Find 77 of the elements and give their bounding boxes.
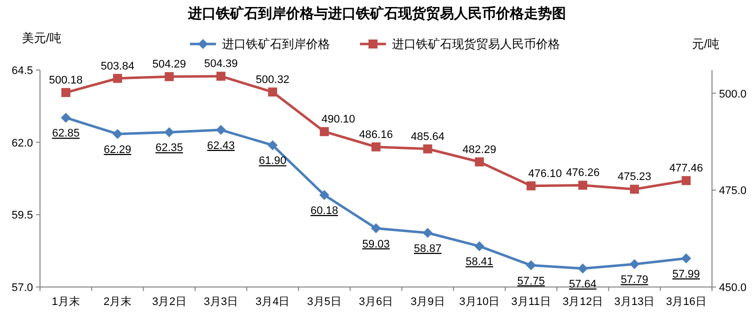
data-label: 503.84: [100, 60, 134, 72]
point: [578, 180, 588, 190]
point: [216, 124, 226, 135]
x-tick-label: 3月13日: [614, 296, 655, 308]
point: [630, 184, 639, 194]
point: [216, 72, 226, 81]
point: [526, 181, 536, 190]
data-label: 476.26: [566, 167, 600, 180]
data-label: 59.03: [362, 238, 390, 250]
x-tick-label: 3月4日: [255, 296, 290, 308]
data-label: 485.64: [410, 130, 445, 143]
y-tick-label: 62.0: [12, 137, 33, 150]
x-tick-label: 3月11日: [511, 296, 551, 308]
data-label: 504.39: [204, 58, 238, 70]
point: [112, 128, 123, 139]
data-label: 500.18: [49, 74, 83, 87]
data-label: 500.32: [256, 74, 290, 86]
data-label: 57.79: [620, 274, 648, 286]
data-label: 62.35: [155, 142, 183, 154]
x-tick-label: 3月3日: [204, 296, 238, 308]
data-label: 476.10: [528, 168, 562, 180]
x-tick-label: 3月9日: [410, 296, 445, 308]
y-tick-label: 64.5: [12, 65, 33, 77]
legend-label: 进口铁矿石到岸价格: [222, 37, 330, 51]
data-label: 57.64: [569, 278, 597, 290]
point: [113, 74, 122, 83]
y-axis-title: 美元/吨: [22, 31, 62, 45]
x-tick-label: 3月16日: [666, 296, 706, 308]
data-label: 57.99: [672, 268, 700, 280]
y-tick-label: 59.5: [12, 210, 33, 222]
point: [526, 260, 536, 270]
point: [682, 176, 691, 186]
data-label: 60.18: [310, 204, 338, 217]
point: [164, 127, 174, 138]
point: [164, 72, 174, 82]
data-label: 475.23: [618, 171, 652, 184]
data-label: 486.16: [359, 128, 393, 141]
data-label: 62.43: [207, 140, 235, 152]
point: [423, 144, 432, 154]
point: [61, 88, 70, 98]
x-tick-label: 2月末: [103, 295, 132, 308]
data-label: 57.75: [517, 275, 545, 288]
data-label: 58.87: [414, 242, 442, 255]
data-label: 58.41: [466, 256, 494, 268]
point: [268, 140, 278, 150]
y2-tick-label: 450.0: [719, 282, 747, 294]
legend-label: 进口铁矿石现货贸易人民币价格: [392, 37, 560, 51]
data-label: 504.29: [152, 58, 186, 71]
chart-title: 进口铁矿石到岸价格与进口铁矿石现货贸易人民币价格走势图: [187, 5, 566, 21]
data-label: 62.85: [52, 128, 80, 140]
y2-axis-title: 元/吨: [692, 37, 720, 51]
point: [268, 88, 278, 97]
point: [371, 223, 381, 234]
point: [629, 259, 640, 270]
x-tick-label: 3月6日: [358, 296, 394, 308]
point: [474, 241, 484, 252]
data-label: 62.29: [104, 144, 132, 156]
point: [578, 263, 588, 274]
point: [422, 228, 433, 238]
x-tick-label: 3月5日: [307, 296, 342, 308]
x-tick-label: 3月2日: [152, 296, 186, 308]
point: [372, 142, 380, 152]
x-tick-label: 1月末: [52, 295, 80, 308]
data-label: 482.29: [462, 144, 496, 156]
point: [320, 127, 329, 136]
data-label: 490.10: [321, 114, 356, 126]
x-tick-label: 3月12日: [562, 296, 603, 308]
point: [474, 157, 484, 166]
data-label: 61.90: [258, 155, 286, 168]
data-label: 477.46: [669, 162, 703, 175]
y2-tick-label: 500.0: [719, 88, 747, 100]
point: [681, 253, 692, 264]
point: [319, 190, 330, 200]
x-tick-label: 3月10日: [459, 296, 500, 308]
y2-tick-label: 475.0: [719, 185, 747, 198]
point: [60, 112, 71, 123]
y-tick-label: 57.0: [12, 282, 33, 294]
